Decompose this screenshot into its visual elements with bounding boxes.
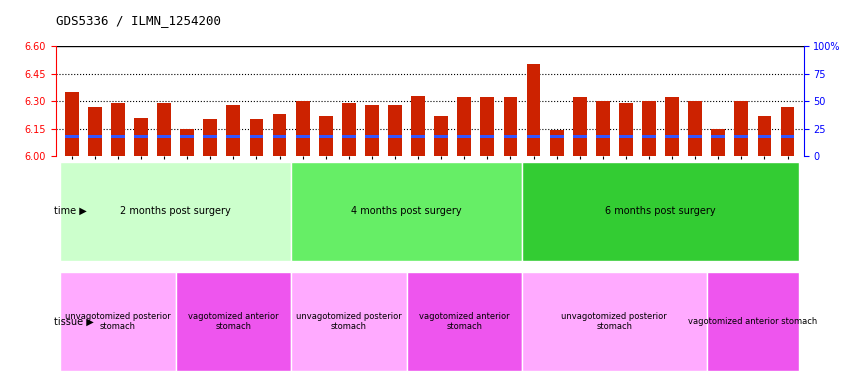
FancyBboxPatch shape <box>175 272 291 371</box>
Bar <box>65 135 79 138</box>
FancyBboxPatch shape <box>60 162 291 261</box>
Bar <box>573 98 587 156</box>
Bar <box>134 135 148 138</box>
FancyBboxPatch shape <box>522 162 799 261</box>
Text: GDS5336 / ILMN_1254200: GDS5336 / ILMN_1254200 <box>56 14 221 27</box>
Bar <box>296 101 310 156</box>
FancyBboxPatch shape <box>406 272 522 371</box>
Bar <box>758 116 771 156</box>
Bar <box>711 135 725 138</box>
Bar <box>365 135 379 138</box>
FancyBboxPatch shape <box>522 272 707 371</box>
Text: 4 months post surgery: 4 months post surgery <box>351 206 462 216</box>
Bar <box>319 135 333 138</box>
Bar <box>157 135 171 138</box>
Bar <box>88 135 102 138</box>
Bar <box>434 135 448 138</box>
Bar <box>642 101 656 156</box>
Text: vagotomized anterior stomach: vagotomized anterior stomach <box>688 317 817 326</box>
FancyBboxPatch shape <box>60 272 175 371</box>
Bar <box>134 118 148 156</box>
Bar <box>573 135 587 138</box>
Bar <box>296 135 310 138</box>
Bar <box>411 96 425 156</box>
Bar <box>619 135 633 138</box>
Bar <box>111 103 125 156</box>
Bar <box>342 135 356 138</box>
Text: time ▶: time ▶ <box>55 206 87 216</box>
Bar <box>481 98 494 156</box>
Bar <box>388 105 402 156</box>
Bar <box>688 135 702 138</box>
Bar <box>527 65 540 156</box>
Bar <box>65 92 79 156</box>
FancyBboxPatch shape <box>707 272 799 371</box>
Bar <box>711 129 725 156</box>
Bar <box>781 107 794 156</box>
Bar <box>688 101 702 156</box>
Bar <box>411 135 425 138</box>
Bar <box>665 98 679 156</box>
Bar <box>550 131 563 156</box>
Bar <box>157 103 171 156</box>
Bar <box>180 135 194 138</box>
FancyBboxPatch shape <box>291 162 522 261</box>
Bar <box>596 101 610 156</box>
Bar <box>388 135 402 138</box>
Bar <box>457 135 471 138</box>
Text: vagotomized anterior
stomach: vagotomized anterior stomach <box>419 311 510 331</box>
Bar <box>596 135 610 138</box>
Text: tissue ▶: tissue ▶ <box>55 316 94 326</box>
Bar <box>227 135 240 138</box>
Bar <box>319 116 333 156</box>
Bar <box>203 119 217 156</box>
Bar <box>434 116 448 156</box>
Bar <box>734 101 748 156</box>
Text: unvagotomized posterior
stomach: unvagotomized posterior stomach <box>65 311 171 331</box>
Text: unvagotomized posterior
stomach: unvagotomized posterior stomach <box>562 311 667 331</box>
Bar <box>273 135 286 138</box>
Text: 6 months post surgery: 6 months post surgery <box>605 206 716 216</box>
Bar <box>250 119 263 156</box>
Bar <box>550 135 563 138</box>
Bar <box>365 105 379 156</box>
FancyBboxPatch shape <box>291 272 406 371</box>
Bar <box>481 135 494 138</box>
Bar <box>250 135 263 138</box>
Text: unvagotomized posterior
stomach: unvagotomized posterior stomach <box>296 311 402 331</box>
Bar <box>227 105 240 156</box>
Bar <box>619 103 633 156</box>
Bar <box>111 135 125 138</box>
Bar <box>758 135 771 138</box>
Bar <box>665 135 679 138</box>
Bar <box>504 98 517 156</box>
Bar <box>457 98 471 156</box>
Bar <box>734 135 748 138</box>
Bar <box>273 114 286 156</box>
Bar <box>203 135 217 138</box>
Bar <box>504 135 517 138</box>
Bar <box>180 129 194 156</box>
Bar <box>527 135 540 138</box>
Bar <box>642 135 656 138</box>
Bar <box>88 107 102 156</box>
Bar <box>781 135 794 138</box>
Bar <box>342 103 356 156</box>
Text: 2 months post surgery: 2 months post surgery <box>121 206 231 216</box>
Text: vagotomized anterior
stomach: vagotomized anterior stomach <box>188 311 279 331</box>
